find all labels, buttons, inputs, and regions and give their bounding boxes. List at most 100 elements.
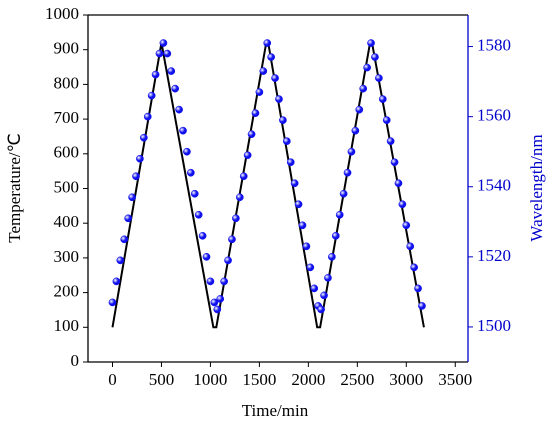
wavelength-point: [414, 284, 422, 293]
wavelength-point: [324, 274, 332, 282]
wavelength-point: [228, 235, 236, 244]
wavelength-point: [224, 256, 232, 265]
wavelength-point: [243, 151, 252, 160]
wavelength-point: [202, 252, 211, 261]
wavelength-point: [198, 231, 207, 240]
wavelength-point: [294, 200, 303, 209]
x-axis-label: Time/min: [242, 401, 309, 420]
y-tick-label: 300: [54, 247, 80, 266]
wavelength-point: [267, 53, 275, 61]
wavelength-point: [335, 210, 344, 219]
wavelength-point: [331, 231, 340, 240]
wavelength-point: [263, 39, 272, 47]
wavelength-point: [132, 172, 140, 181]
y2-tick-label: 1520: [477, 246, 511, 265]
y2-tick-label: 1500: [477, 316, 511, 335]
wavelength-point: [128, 193, 136, 202]
wavelength-point: [271, 74, 279, 82]
wavelength-point: [378, 95, 387, 103]
wavelength-point: [216, 295, 225, 303]
wavelength-point: [343, 168, 352, 177]
wavelength-point: [347, 147, 356, 156]
wavelength-point: [410, 263, 418, 272]
wavelength-point: [136, 154, 144, 163]
x-tick-label: 3000: [389, 370, 423, 389]
y-axis-label: Temperature/℃: [5, 133, 24, 242]
wavelength-point: [171, 84, 180, 93]
y2-tick-label: 1580: [477, 35, 511, 54]
y-tick-label: 0: [71, 351, 80, 370]
wavelength-point: [275, 95, 283, 103]
wavelength-point: [406, 242, 415, 251]
y2-tick-label: 1560: [477, 106, 511, 125]
wavelength-point: [116, 256, 125, 265]
wavelength-point: [402, 221, 411, 230]
wavelength-point: [394, 179, 403, 188]
wavelength-point: [367, 39, 375, 47]
x-tick-label: 3500: [438, 370, 472, 389]
wavelength-point: [247, 130, 256, 139]
wavelength-point: [159, 39, 168, 47]
wavelength-point: [155, 49, 164, 58]
wavelength-point: [320, 291, 328, 300]
wavelength-point: [255, 88, 264, 96]
y-tick-label: 900: [54, 39, 80, 58]
wavelength-point: [390, 158, 399, 167]
wavelength-point: [206, 277, 215, 286]
wavelength-point: [213, 305, 222, 314]
wavelength-point: [175, 105, 183, 114]
x-tick-label: 2000: [291, 370, 325, 389]
wavelength-point: [259, 67, 268, 75]
wavelength-point: [355, 105, 364, 114]
wavelength-point: [375, 74, 383, 82]
wavelength-point: [139, 133, 148, 142]
wavelength-point: [143, 112, 152, 121]
wavelength-point: [302, 242, 311, 251]
y-tick-label: 600: [54, 143, 80, 162]
wavelength-point: [190, 189, 199, 198]
y-tick-label: 400: [54, 212, 80, 231]
x-tick-label: 1500: [242, 370, 276, 389]
wavelength-point: [279, 116, 287, 125]
wavelength-point: [124, 214, 133, 223]
wavelength-point: [151, 70, 160, 79]
y-tick-label: 700: [54, 108, 80, 127]
y-tick-label: 800: [54, 73, 80, 92]
wavelength-point: [286, 158, 295, 167]
wavelength-point: [371, 53, 379, 61]
wavelength-point: [351, 126, 360, 135]
wavelength-point: [179, 126, 187, 135]
wavelength-point: [167, 67, 176, 75]
wavelength-point: [290, 179, 299, 188]
temperature-line: [111, 41, 425, 329]
wavelength-point: [363, 63, 371, 72]
wavelength-point: [194, 210, 203, 219]
y-tick-label: 500: [54, 177, 80, 196]
y-tick-label: 200: [54, 282, 80, 301]
x-tick-label: 1000: [193, 370, 227, 389]
wavelength-point: [317, 305, 325, 314]
wavelength-point: [120, 235, 129, 244]
wavelength-point: [163, 49, 172, 58]
wavelength-point: [220, 277, 228, 286]
wavelength-point: [418, 302, 426, 310]
y-tick-label: 100: [54, 316, 80, 335]
x-tick-label: 2500: [340, 370, 374, 389]
y2-tick-label: 1540: [477, 176, 511, 195]
wavelength-point: [328, 252, 336, 261]
wavelength-point: [147, 91, 156, 100]
wavelength-point: [112, 277, 121, 286]
wavelength-point: [108, 298, 117, 307]
wavelength-point: [298, 221, 307, 230]
wavelength-point: [183, 147, 191, 156]
wavelength-point: [239, 172, 248, 181]
wavelength-point: [398, 200, 407, 209]
wavelength-point: [186, 168, 195, 177]
wavelength-point: [382, 116, 391, 125]
x-tick-label: 500: [149, 370, 175, 389]
wavelength-point: [339, 189, 348, 198]
wavelength-point: [235, 193, 244, 202]
wavelength-point: [359, 84, 368, 93]
y-tick-label: 1000: [45, 4, 79, 23]
